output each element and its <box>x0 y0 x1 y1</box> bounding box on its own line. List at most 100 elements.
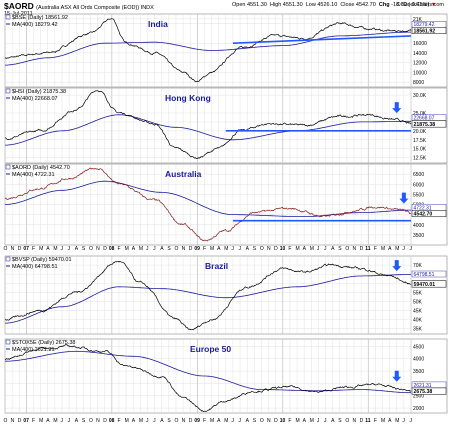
ma-value-box <box>411 270 447 278</box>
support-trendline <box>232 35 412 44</box>
ma-value-label: 2621.31 <box>414 383 432 389</box>
month-tick-label: J <box>60 246 63 252</box>
month-tick-label: M <box>125 246 129 252</box>
month-tick-label: M <box>210 246 214 252</box>
panel-title-hong-kong: Hong Kong <box>165 93 211 103</box>
month-tick-label: D <box>103 246 107 252</box>
month-tick-label: M <box>395 246 399 252</box>
y-tick-label: 12000 <box>413 61 427 67</box>
y-tick-label: 50K <box>413 299 423 305</box>
last-value-box <box>411 210 447 218</box>
ma-value-label: 18279.42 <box>414 22 435 28</box>
month-tick-label: J <box>146 418 149 424</box>
month-tick-label: M <box>224 246 228 252</box>
month-tick-label: N <box>182 246 186 252</box>
month-tick-label: S <box>82 418 86 424</box>
month-tick-label: A <box>246 418 250 424</box>
month-tick-label: S <box>167 246 171 252</box>
year-tick-label: 08 <box>109 418 115 424</box>
ma-value-label: 22668.07 <box>414 116 435 122</box>
month-tick-label: A <box>388 246 392 252</box>
month-tick-label: J <box>68 418 71 424</box>
legend-swatch-price <box>5 88 11 94</box>
month-tick-label: J <box>410 246 413 252</box>
month-tick-label: J <box>239 246 242 252</box>
month-tick-label: F <box>288 418 291 424</box>
y-tick-label: 6000 <box>413 182 424 188</box>
month-tick-label: A <box>331 246 335 252</box>
quote-summary: Open 4551.30 High 4551.30 Low 4526.10 Cl… <box>232 2 436 8</box>
year-tick-label: 07 <box>23 418 29 424</box>
month-tick-label: J <box>317 246 320 252</box>
month-tick-label: F <box>117 246 120 252</box>
month-tick-label: F <box>374 246 377 252</box>
month-tick-label: O <box>174 246 178 252</box>
year-tick-label: 11 <box>365 246 371 252</box>
month-tick-label: M <box>381 418 385 424</box>
price-line <box>4 343 412 412</box>
legend-swatch-price <box>5 339 11 345</box>
panel-title-europe-50: Europe 50 <box>190 344 231 354</box>
month-tick-label: A <box>217 418 221 424</box>
legend-price: $BVSP (Daily) 59470.01 <box>12 257 72 263</box>
y-tick-label: 17.5K <box>413 138 427 144</box>
month-tick-label: F <box>117 418 120 424</box>
month-tick-label: M <box>310 418 314 424</box>
month-tick-label: M <box>39 246 43 252</box>
month-tick-label: J <box>402 246 405 252</box>
month-tick-label: D <box>360 246 364 252</box>
month-tick-label: A <box>132 246 136 252</box>
year-tick-label: 10 <box>280 246 286 252</box>
year-tick-label: 09 <box>194 246 200 252</box>
y-tick-label: 14000 <box>413 51 427 57</box>
month-tick-label: F <box>374 418 377 424</box>
last-value-box <box>411 387 447 395</box>
month-tick-label: O <box>260 418 264 424</box>
ma400-line <box>5 274 411 324</box>
legend-swatch-price <box>5 256 11 262</box>
month-tick-label: M <box>53 246 57 252</box>
month-tick-label: N <box>267 246 271 252</box>
month-tick-label: F <box>32 418 35 424</box>
month-tick-label: J <box>153 418 156 424</box>
month-tick-label: D <box>18 418 22 424</box>
month-tick-label: N <box>353 246 357 252</box>
last-value-box <box>411 26 447 34</box>
month-tick-label: N <box>11 246 15 252</box>
month-tick-label: M <box>296 246 300 252</box>
month-tick-label: N <box>353 418 357 424</box>
chg-value: -18.60 (-0.41%) <box>391 2 430 8</box>
legend-ma: MA(400) 18279.42 <box>12 22 58 28</box>
last-value-label: 21875.38 <box>414 122 436 128</box>
month-tick-label: S <box>253 418 257 424</box>
last-value-label: 59470.01 <box>414 282 436 288</box>
last-value-label: 18561.92 <box>414 29 436 35</box>
high-label: High <box>269 2 282 8</box>
month-tick-label: A <box>160 418 164 424</box>
down-arrow-icon <box>392 102 402 114</box>
symbol: $AORD <box>4 1 34 11</box>
y-tick-label: 2500 <box>413 394 424 400</box>
month-tick-label: J <box>231 246 234 252</box>
month-tick-label: M <box>39 418 43 424</box>
month-tick-label: S <box>338 418 342 424</box>
month-tick-label: M <box>381 246 385 252</box>
legend-ma: MA(400) 2621.31 <box>12 347 55 353</box>
legend-price: $BSE (Daily) 18561.92 <box>12 15 68 21</box>
month-tick-label: S <box>167 418 171 424</box>
down-arrow-icon <box>399 192 409 204</box>
y-tick-label: 20.0K <box>413 129 427 135</box>
month-tick-label: F <box>32 246 35 252</box>
month-tick-label: A <box>246 246 250 252</box>
month-tick-label: D <box>274 418 278 424</box>
month-tick-label: D <box>360 418 364 424</box>
y-tick-label: 5500 <box>413 192 424 198</box>
month-tick-label: J <box>60 418 63 424</box>
y-tick-label: 8000 <box>413 80 424 86</box>
year-tick-label: 11 <box>365 418 371 424</box>
last-value-box <box>411 120 447 128</box>
high-value: 4551.30 <box>282 2 303 8</box>
legend-swatch-price <box>5 164 11 170</box>
month-tick-label: M <box>139 246 143 252</box>
